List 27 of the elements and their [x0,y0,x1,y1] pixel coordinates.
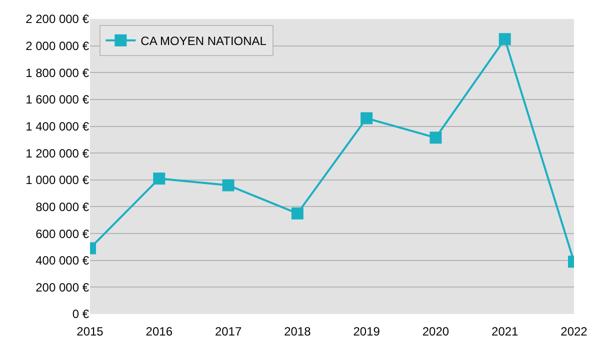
x-tick-label: 2020 [422,324,450,338]
y-tick-label: 1 200 000 € [26,146,90,160]
point [360,112,373,124]
x-tick-label: 2021 [492,324,519,338]
x-tick-label: 2016 [146,324,173,338]
x-tick-label: 2022 [560,324,588,338]
y-tick-label: 1 000 000 € [26,173,90,188]
y-tick-label: 200 000 € [36,280,90,294]
y-tick-label: 2 200 000 € [26,12,90,26]
x-tick-label: 2015 [76,324,104,338]
y-tick-label: 1 600 000 € [26,92,90,107]
x-tick-label: 2018 [284,324,312,338]
point [222,179,234,192]
y-tick-label: 800 000 € [36,200,90,214]
y-tick-label: 2 000 000 € [26,39,90,54]
y-tick-label: 0 € [72,307,90,322]
x-tick-label: 2017 [214,324,242,338]
point [498,33,511,46]
y-tick-label: 600 000 € [36,226,90,241]
y-tick-label: 400 000 € [36,254,90,268]
point [430,132,442,144]
point [291,207,304,220]
legend-label: CA MOYEN NATIONAL [140,34,267,48]
point [153,172,166,185]
x-tick-label: 2019 [353,324,380,338]
y-tick-label: 1 800 000 € [26,66,90,80]
y-tick-label: 1 400 000 € [26,119,90,134]
